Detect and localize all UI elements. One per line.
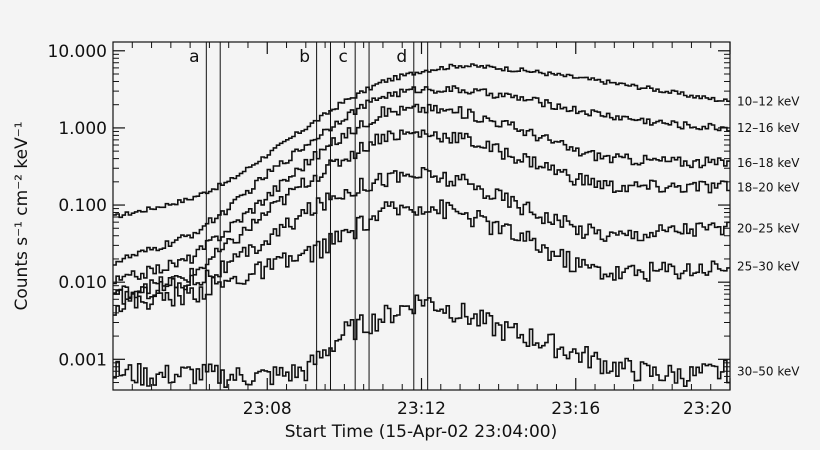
series-line [113, 167, 730, 305]
y-axis: 10.000 1.000 0.100 0.010 0.001 [48, 42, 730, 391]
interval-label: d [396, 47, 407, 67]
y-tick-label: 0.100 [58, 196, 107, 216]
y-tick-label: 1.000 [58, 119, 107, 139]
plot-frame [112, 41, 731, 391]
series-line [113, 103, 730, 285]
series-line [113, 294, 730, 388]
band-label: 25–30 keV [737, 259, 800, 273]
y-tick-label: 0.001 [58, 350, 107, 370]
interval-label: a [189, 47, 199, 67]
x-axis: 23:08 23:12 23:16 23:20 [131, 42, 732, 419]
band-labels: 10–12 keV 12–16 keV 16–18 keV 18–20 keV 20–2… [737, 95, 800, 379]
series-line [113, 63, 730, 219]
y-tick-label: 0.010 [58, 273, 107, 293]
band-label: 12–16 keV [737, 121, 800, 135]
band-label: 18–20 keV [737, 180, 800, 194]
series-layer [113, 63, 730, 388]
band-label: 30–50 keV [737, 364, 800, 378]
y-tick-label: 10.000 [48, 42, 107, 62]
interval-label: b [299, 47, 310, 67]
x-tick-label: 23:08 [243, 399, 292, 419]
series-line [113, 199, 730, 316]
x-tick-label: 23:16 [551, 399, 600, 419]
band-label: 10–12 keV [737, 95, 800, 109]
interval-label: c [338, 47, 347, 67]
x-tick-label: 23:12 [397, 399, 446, 419]
series-line [113, 85, 730, 266]
series-line [113, 129, 730, 299]
x-axis-label: Start Time (15-Apr-02 23:04:00) [285, 422, 557, 442]
x-tick-label: 23:20 [683, 399, 732, 419]
interval-lines: a b c d [189, 42, 429, 390]
y-axis-label: Counts s⁻¹ cm⁻² keV⁻¹ [12, 121, 32, 310]
band-label: 16–18 keV [737, 156, 800, 170]
band-label: 20–25 keV [737, 221, 800, 235]
